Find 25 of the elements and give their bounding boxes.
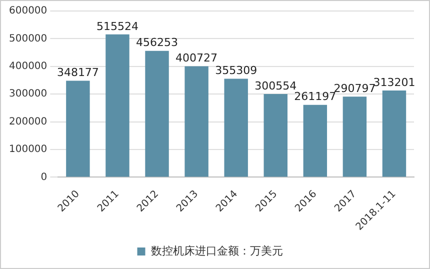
data-label: 290797 bbox=[334, 82, 376, 96]
y-tick-label: 500000 bbox=[8, 33, 48, 44]
data-label: 355309 bbox=[215, 64, 258, 78]
data-label: 456253 bbox=[136, 36, 178, 50]
data-label: 400727 bbox=[176, 52, 218, 65]
data-label: 313201 bbox=[373, 76, 416, 89]
data-label: 348177 bbox=[56, 66, 99, 80]
bar bbox=[382, 90, 406, 177]
bar bbox=[303, 104, 328, 177]
y-tick-label: 400000 bbox=[8, 61, 48, 72]
bar bbox=[106, 34, 130, 177]
bar bbox=[224, 78, 248, 177]
y-tick-label: 600000 bbox=[8, 6, 48, 17]
legend-label: 数控机床进口金额：万美元 bbox=[150, 244, 283, 258]
data-label: 300554 bbox=[254, 79, 297, 92]
bar bbox=[264, 94, 288, 177]
bar bbox=[342, 96, 367, 177]
y-tick-label: 300000 bbox=[8, 88, 48, 100]
y-tick-label: 0 bbox=[40, 172, 48, 183]
y-tick-label: 100000 bbox=[8, 144, 48, 156]
y-tick-label: 200000 bbox=[8, 116, 48, 128]
data-label: 515524 bbox=[96, 20, 138, 33]
bar bbox=[66, 80, 90, 177]
bar bbox=[145, 50, 169, 177]
bar bbox=[184, 66, 208, 177]
